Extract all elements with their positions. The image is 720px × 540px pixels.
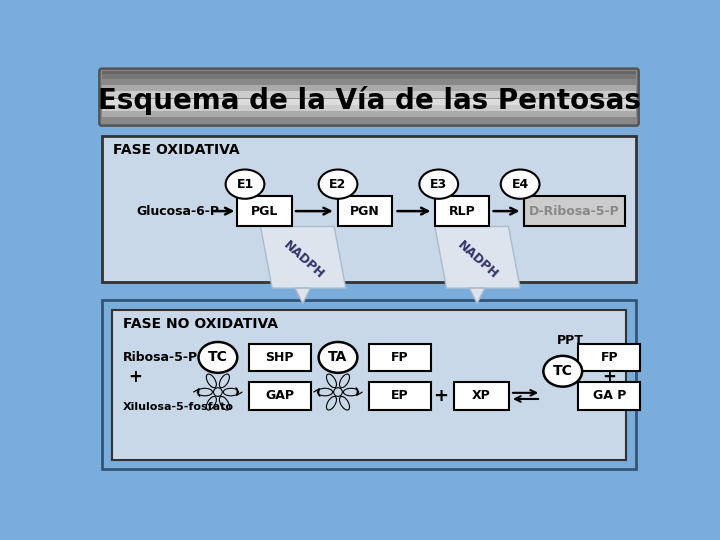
Ellipse shape	[544, 356, 582, 387]
Text: TA: TA	[328, 350, 348, 365]
Ellipse shape	[500, 170, 539, 199]
Ellipse shape	[319, 342, 357, 373]
Ellipse shape	[214, 388, 222, 396]
Ellipse shape	[419, 170, 458, 199]
Text: TC: TC	[553, 364, 572, 378]
FancyBboxPatch shape	[249, 382, 311, 410]
Text: TC: TC	[208, 350, 228, 365]
Text: E2: E2	[329, 178, 346, 191]
FancyBboxPatch shape	[578, 382, 640, 410]
Text: NADPH: NADPH	[281, 238, 326, 281]
Ellipse shape	[319, 170, 357, 199]
Text: FP: FP	[391, 351, 409, 364]
Bar	[102, 74, 636, 81]
FancyBboxPatch shape	[99, 69, 639, 126]
Text: +: +	[603, 368, 616, 386]
FancyBboxPatch shape	[454, 382, 508, 410]
Text: FASE NO OXIDATIVA: FASE NO OXIDATIVA	[122, 316, 277, 330]
Ellipse shape	[343, 388, 359, 396]
Text: Glucosa-6-P: Glucosa-6-P	[137, 205, 220, 218]
Ellipse shape	[199, 342, 238, 373]
Bar	[102, 85, 636, 92]
Text: E3: E3	[430, 178, 447, 191]
Bar	[102, 105, 636, 112]
Bar	[102, 111, 636, 118]
Text: Esquema de la Vía de las Pentosas: Esquema de la Vía de las Pentosas	[98, 86, 640, 114]
Ellipse shape	[197, 388, 212, 396]
Polygon shape	[295, 288, 310, 303]
Text: Ribosa-5-P: Ribosa-5-P	[122, 351, 198, 364]
Text: SHP: SHP	[266, 351, 294, 364]
Text: +: +	[433, 387, 449, 405]
Text: Xilulosa-5-fosfato: Xilulosa-5-fosfato	[122, 402, 233, 413]
Text: XP: XP	[472, 389, 491, 402]
Text: NADPH: NADPH	[455, 238, 500, 281]
Polygon shape	[435, 226, 520, 288]
Text: RLP: RLP	[449, 205, 475, 218]
Ellipse shape	[225, 170, 264, 199]
FancyBboxPatch shape	[369, 343, 431, 372]
Ellipse shape	[333, 388, 342, 396]
FancyBboxPatch shape	[102, 136, 636, 282]
FancyBboxPatch shape	[338, 197, 392, 226]
Bar	[102, 99, 636, 106]
Text: E4: E4	[511, 178, 528, 191]
FancyBboxPatch shape	[238, 197, 292, 226]
Text: FP: FP	[600, 351, 618, 364]
FancyBboxPatch shape	[524, 197, 625, 226]
FancyBboxPatch shape	[369, 382, 431, 410]
Ellipse shape	[326, 396, 336, 410]
FancyBboxPatch shape	[102, 300, 636, 469]
FancyBboxPatch shape	[435, 197, 489, 226]
Text: +: +	[129, 368, 143, 386]
Ellipse shape	[340, 374, 349, 388]
Ellipse shape	[318, 388, 333, 396]
Text: EP: EP	[391, 389, 409, 402]
Text: PGL: PGL	[251, 205, 278, 218]
Bar	[102, 91, 636, 98]
Polygon shape	[469, 288, 485, 303]
Ellipse shape	[326, 374, 336, 388]
Ellipse shape	[220, 374, 230, 388]
Ellipse shape	[220, 396, 230, 410]
Ellipse shape	[207, 374, 217, 388]
Bar	[102, 79, 636, 85]
Polygon shape	[261, 226, 346, 288]
FancyBboxPatch shape	[112, 309, 626, 460]
Ellipse shape	[340, 396, 349, 410]
Text: D-Ribosa-5-P: D-Ribosa-5-P	[529, 205, 620, 218]
Text: PPT: PPT	[557, 334, 584, 347]
Ellipse shape	[207, 396, 217, 410]
Text: PGN: PGN	[350, 205, 380, 218]
Text: GAP: GAP	[266, 389, 294, 402]
Text: E1: E1	[236, 178, 253, 191]
Text: FASE OXIDATIVA: FASE OXIDATIVA	[113, 143, 240, 157]
FancyBboxPatch shape	[578, 343, 640, 372]
Bar	[102, 71, 636, 78]
FancyBboxPatch shape	[249, 343, 311, 372]
Bar	[102, 117, 636, 124]
Ellipse shape	[223, 388, 238, 396]
Text: GA P: GA P	[593, 389, 626, 402]
